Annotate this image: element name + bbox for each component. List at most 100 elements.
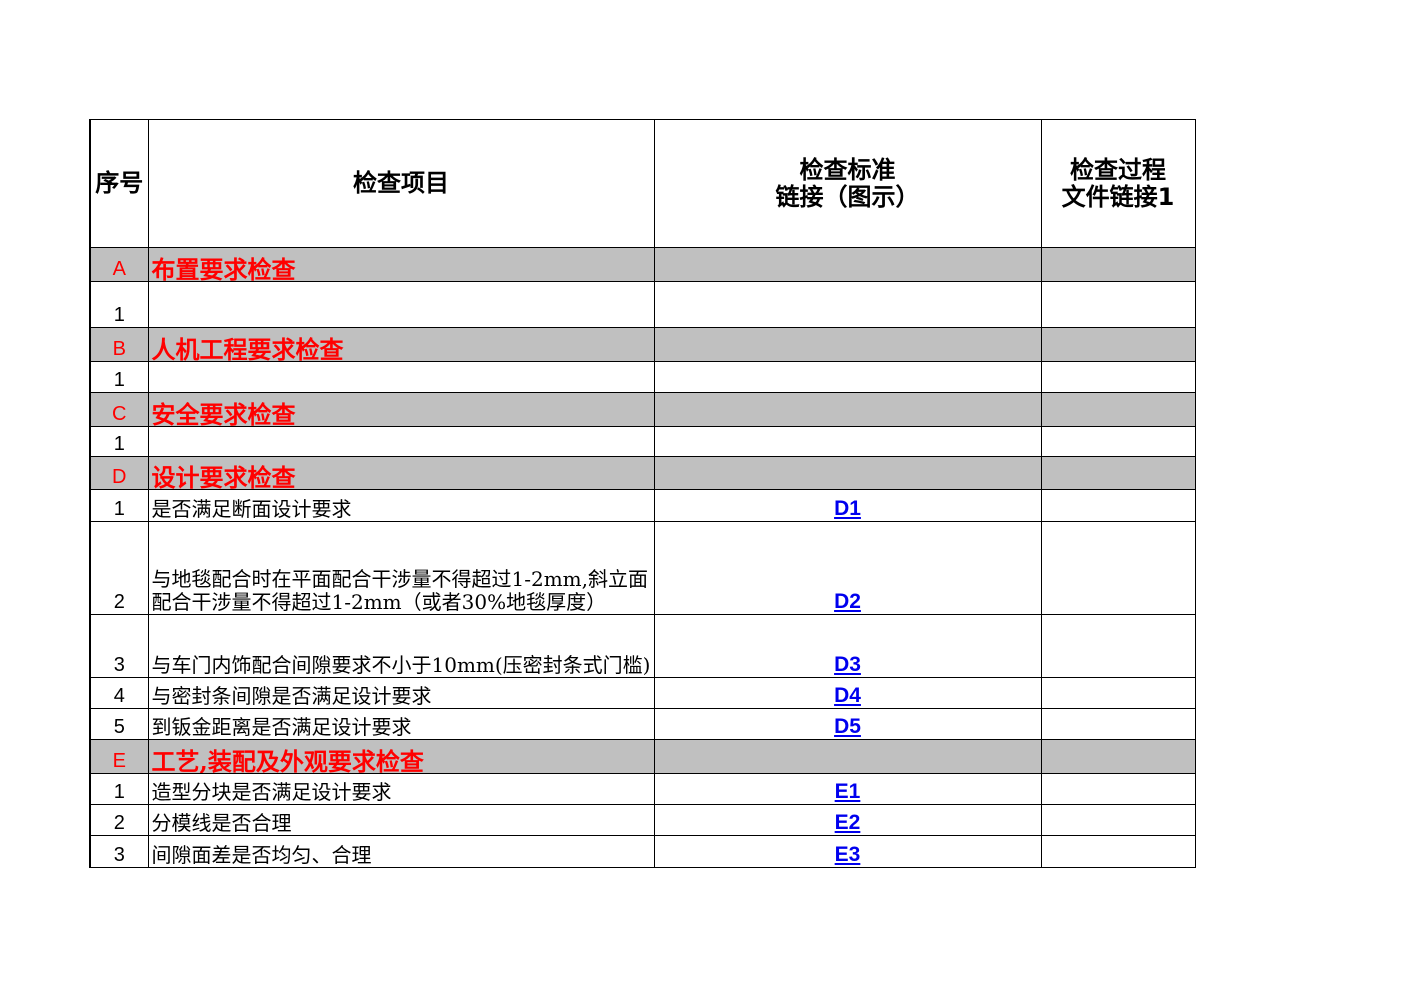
cell: 1	[89, 281, 149, 328]
section-row: A 布置要求检查	[89, 247, 1196, 282]
row-number: C	[112, 403, 127, 425]
row-number: 3	[113, 844, 125, 866]
cell: 4	[89, 677, 149, 709]
header-cell: 检查标准 链接（图示）	[653, 119, 1042, 248]
cell: 1	[89, 361, 149, 393]
check-table: 序号 检查项目 检查标准 链接（图示） 检查过程 文件链接1 A 布置要求检查 1 B 人机…	[89, 119, 1196, 868]
row-number: 1	[113, 369, 125, 391]
check-item: 是否满足断面设计要求	[151, 497, 352, 521]
cell	[653, 392, 1042, 427]
cell	[147, 426, 655, 457]
item-row: 1 是否满足断面设计要求 D1	[89, 489, 1196, 522]
cell: 2	[89, 521, 149, 615]
row-number: 2	[113, 591, 125, 613]
cell: 安全要求检查	[147, 392, 655, 427]
row-number: 3	[113, 654, 125, 676]
cell: 到钣金距离是否满足设计要求	[147, 708, 655, 740]
cell	[653, 247, 1042, 282]
row-number: 1	[113, 433, 125, 455]
item-row: 3 与车门内饰配合间隙要求不小于10mm(压密封条式门槛) D3	[89, 614, 1196, 678]
cell: D3	[653, 614, 1042, 678]
cell: 与地毯配合时在平面配合干涉量不得超过1-2mm,斜立面配合干涉量不得超过1-2m…	[147, 521, 655, 615]
standard-link[interactable]: E2	[834, 811, 861, 834]
standard-link[interactable]: E1	[834, 780, 861, 803]
cell: D1	[653, 489, 1042, 522]
item-row: 1 造型分块是否满足设计要求 E1	[89, 773, 1196, 805]
row-number: E	[112, 750, 126, 772]
cell: 3	[89, 614, 149, 678]
cell	[653, 361, 1042, 393]
check-item: 到钣金距离是否满足设计要求	[151, 715, 412, 739]
section-title: 安全要求检查	[151, 400, 296, 427]
cell	[1040, 489, 1196, 522]
section-row: B 人机工程要求检查	[89, 327, 1196, 362]
item-row: 1	[89, 361, 1196, 393]
header-standard: 链接（图示）	[775, 182, 920, 211]
cell	[1040, 361, 1196, 393]
cell	[1040, 456, 1196, 490]
item-row: 3 间隙面差是否均匀、合理 E3	[89, 835, 1196, 868]
header-row: 序号 检查项目 检查标准 链接（图示） 检查过程 文件链接1	[89, 119, 1196, 248]
header-standard: 检查标准	[799, 155, 896, 184]
cell: E	[89, 739, 149, 774]
header-item: 检查项目	[353, 169, 449, 197]
section-title: 人机工程要求检查	[151, 335, 344, 362]
cell	[1040, 835, 1196, 868]
section-row: E 工艺,装配及外观要求检查	[89, 739, 1196, 774]
row-number: 4	[113, 685, 125, 707]
standard-link[interactable]: D2	[834, 590, 861, 613]
cell	[1040, 426, 1196, 457]
standard-link[interactable]: D4	[834, 684, 861, 707]
check-item: 与地毯配合时在平面配合干涉量不得超过1-2mm,斜立面配合干涉量不得超过1-2m…	[151, 567, 649, 614]
item-row: 5 到钣金距离是否满足设计要求 D5	[89, 708, 1196, 740]
row-number: 1	[113, 781, 125, 803]
cell: C	[89, 392, 149, 427]
cell	[1040, 327, 1196, 362]
cell: D5	[653, 708, 1042, 740]
cell: 工艺,装配及外观要求检查	[147, 739, 655, 774]
cell: D2	[653, 521, 1042, 615]
row-number: B	[112, 338, 126, 360]
section-row: D 设计要求检查	[89, 456, 1196, 490]
item-row: 1	[89, 281, 1196, 328]
standard-link[interactable]: D1	[834, 497, 861, 520]
cell: 5	[89, 708, 149, 740]
cell	[1040, 281, 1196, 328]
cell	[1040, 773, 1196, 805]
cell: 造型分块是否满足设计要求	[147, 773, 655, 805]
cell	[1040, 614, 1196, 678]
cell: 1	[89, 773, 149, 805]
row-number: 2	[113, 812, 125, 834]
cell	[653, 281, 1042, 328]
header-cell: 序号	[89, 119, 149, 248]
header-process: 检查过程	[1070, 155, 1166, 184]
row-number: 1	[113, 304, 125, 326]
header-process: 文件链接1	[1061, 182, 1175, 211]
cell	[147, 361, 655, 393]
section-title: 设计要求检查	[151, 463, 296, 490]
row-number: D	[112, 466, 127, 488]
cell	[653, 426, 1042, 457]
standard-link[interactable]: D5	[834, 715, 861, 738]
cell: 与车门内饰配合间隙要求不小于10mm(压密封条式门槛)	[147, 614, 655, 678]
cell	[1040, 804, 1196, 836]
item-row: 4 与密封条间隙是否满足设计要求 D4	[89, 677, 1196, 709]
cell	[1040, 521, 1196, 615]
check-item: 造型分块是否满足设计要求	[151, 780, 392, 804]
cell: 是否满足断面设计要求	[147, 489, 655, 522]
cell	[147, 281, 655, 328]
standard-link[interactable]: D3	[834, 653, 861, 676]
cell: 布置要求检查	[147, 247, 655, 282]
cell	[1040, 708, 1196, 740]
cell	[1040, 247, 1196, 282]
item-row: 2 分模线是否合理 E2	[89, 804, 1196, 836]
row-number: 5	[113, 716, 125, 738]
cell: 分模线是否合理	[147, 804, 655, 836]
standard-link[interactable]: E3	[834, 843, 861, 866]
cell	[1040, 739, 1196, 774]
cell: D	[89, 456, 149, 490]
cell: 2	[89, 804, 149, 836]
table-body: 序号 检查项目 检查标准 链接（图示） 检查过程 文件链接1 A 布置要求检查 1 B 人机…	[89, 119, 1196, 868]
check-item: 与密封条间隙是否满足设计要求	[151, 684, 432, 708]
check-item: 与车门内饰配合间隙要求不小于10mm(压密封条式门槛)	[151, 653, 651, 677]
